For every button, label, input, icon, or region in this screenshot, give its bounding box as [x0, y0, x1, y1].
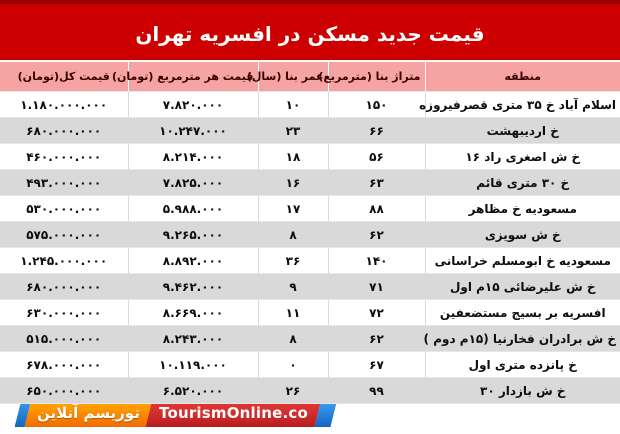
table-row: خ ش علیرضائی ۱۵م اول ۷۱ ۹ ۹.۴۶۲.۰۰۰ ۶۸۰.۰۰۰.…: [0, 273, 620, 300]
cell-region: خ ش برادران فخارنیا (۱۵م دوم ): [424, 325, 620, 352]
cell-age: ۱۰: [257, 91, 329, 118]
cell-total-price: ۶۸۰.۰۰۰.۰۰۰: [0, 117, 129, 144]
column-header-unit-price: قیمت هر مترمربع (تومان): [112, 62, 259, 92]
cell-area: ۶۶: [327, 117, 426, 144]
cell-region: افسریه بر بسیج مستضعفین: [424, 299, 620, 326]
cell-total-price: ۶۸۰.۰۰۰.۰۰۰: [0, 273, 129, 300]
column-header-region: منطقه: [424, 62, 620, 92]
cell-total-price: ۴۶۰.۰۰۰.۰۰۰: [0, 143, 129, 170]
cell-unit-price: ۱۰.۲۴۷.۰۰۰: [127, 117, 259, 144]
logo-english-text: TourismOnline.co: [158, 404, 308, 422]
table-row: خ ش برادران فخارنیا (۱۵م دوم ) ۶۲ ۸ ۸.۲۴۳.۰…: [0, 325, 620, 352]
table-row: خ پانزده متری اول ۶۷ ۰ ۱۰.۱۱۹.۰۰۰ ۶۷۸.۰۰۰.۰۰…: [0, 351, 620, 378]
header-row: منطقه متراژ بنا (مترمربع) عمر بنا (سال) …: [0, 62, 620, 92]
cell-unit-price: ۷.۸۲۰.۰۰۰: [127, 91, 259, 118]
cell-region: خ ۳۰ متری قائم: [424, 169, 620, 196]
cell-unit-price: ۱۰.۱۱۹.۰۰۰: [127, 351, 259, 378]
cell-unit-price: ۹.۲۶۵.۰۰۰: [127, 221, 259, 248]
table-row: مسعودیه خ مظاهر ۸۸ ۱۷ ۵.۹۸۸.۰۰۰ ۵۳۰.۰۰۰.۰۰۰: [0, 195, 620, 222]
cell-region: خ اردیبهشت: [424, 117, 620, 144]
table-container: توریسم آنلاین منطقه متراژ بنا (مترمربع) …: [0, 62, 620, 404]
cell-area: ۶۲: [327, 221, 426, 248]
table-body: اسلام آباد خ ۳۵ متری قصرفیروزه ۱۵۰ ۱۰ ۷.۸۲۰…: [0, 91, 620, 404]
cell-unit-price: ۷.۸۲۵.۰۰۰: [127, 169, 259, 196]
column-header-age: عمر بنا (سال): [247, 62, 329, 92]
cell-age: ۰: [257, 351, 329, 378]
housing-price-table: منطقه متراژ بنا (مترمربع) عمر بنا (سال) …: [0, 62, 620, 404]
cell-unit-price: ۸.۲۱۴.۰۰۰: [127, 143, 259, 170]
cell-unit-price: ۸.۲۴۳.۰۰۰: [127, 325, 259, 352]
top-accent-strip-secondary: [0, 4, 620, 7]
cell-region: خ ش بازدار ۳۰: [424, 377, 620, 404]
cell-area: ۵۶: [327, 143, 426, 170]
page-title: قیمت جدید مسکن در افسریه تهران: [135, 21, 485, 46]
cell-region: مسعودیه خ ابومسلم خراسانی: [424, 247, 620, 274]
table-row: مسعودیه خ ابومسلم خراسانی ۱۴۰ ۳۶ ۸.۸۹۲.۰۰۰ ۱…: [0, 247, 620, 274]
table-row: اسلام آباد خ ۳۵ متری قصرفیروزه ۱۵۰ ۱۰ ۷.۸۲۰…: [0, 91, 620, 118]
title-banner: قیمت جدید مسکن در افسریه تهران: [0, 7, 620, 62]
cell-area: ۱۵۰: [327, 91, 426, 118]
cell-region: خ ش علیرضائی ۱۵م اول: [424, 273, 620, 300]
top-accent-strip: [0, 0, 620, 4]
cell-total-price: ۴۹۳.۰۰۰.۰۰۰: [0, 169, 129, 196]
cell-age: ۱۱: [257, 299, 329, 326]
cell-region: مسعودیه خ مظاهر: [424, 195, 620, 222]
table-row: خ اردیبهشت ۶۶ ۲۳ ۱۰.۲۴۷.۰۰۰ ۶۸۰.۰۰۰.۰۰۰: [0, 117, 620, 144]
table-row: خ ش سویزی ۶۲ ۸ ۹.۲۶۵.۰۰۰ ۵۷۵.۰۰۰.۰۰۰: [0, 221, 620, 248]
table-header: منطقه متراژ بنا (مترمربع) عمر بنا (سال) …: [0, 62, 620, 92]
column-header-area: متراژ بنا (مترمربع): [318, 62, 426, 92]
cell-area: ۶۷: [327, 351, 426, 378]
cell-age: ۱۶: [257, 169, 329, 196]
cell-age: ۲۳: [257, 117, 329, 144]
table-row: خ ش اصغری راد ۱۶ ۵۶ ۱۸ ۸.۲۱۴.۰۰۰ ۴۶۰.۰۰۰.۰۰۰: [0, 143, 620, 170]
cell-age: ۹: [257, 273, 329, 300]
cell-total-price: ۱.۱۸۰.۰۰۰.۰۰۰: [0, 91, 129, 118]
cell-area: ۷۲: [327, 299, 426, 326]
cell-unit-price: ۶.۵۲۰.۰۰۰: [127, 377, 259, 404]
cell-area: ۶۲: [327, 325, 426, 352]
cell-age: ۳۶: [257, 247, 329, 274]
cell-area: ۱۴۰: [327, 247, 426, 274]
cell-total-price: ۶۵۰.۰۰۰.۰۰۰: [0, 377, 129, 404]
cell-unit-price: ۸.۶۶۹.۰۰۰: [127, 299, 259, 326]
cell-unit-price: ۹.۴۶۲.۰۰۰: [127, 273, 259, 300]
cell-area: ۹۹: [327, 377, 426, 404]
cell-total-price: ۵۷۵.۰۰۰.۰۰۰: [0, 221, 129, 248]
cell-region: خ ش اصغری راد ۱۶: [424, 143, 620, 170]
cell-age: ۸: [257, 325, 329, 352]
cell-total-price: ۱.۲۴۵.۰۰۰.۰۰۰: [0, 247, 129, 274]
column-header-total-price: قیمت کل(تومان): [0, 62, 129, 92]
cell-total-price: ۶۳۰.۰۰۰.۰۰۰: [0, 299, 129, 326]
table-row: افسریه بر بسیج مستضعفین ۷۲ ۱۱ ۸.۶۶۹.۰۰۰ ۶۳۰.…: [0, 299, 620, 326]
table-row: خ ش بازدار ۳۰ ۹۹ ۲۶ ۶.۵۲۰.۰۰۰ ۶۵۰.۰۰۰.۰۰۰: [0, 377, 620, 404]
table-row: خ ۳۰ متری قائم ۶۳ ۱۶ ۷.۸۲۵.۰۰۰ ۴۹۳.۰۰۰.۰۰۰: [0, 169, 620, 196]
cell-unit-price: ۸.۸۹۲.۰۰۰: [127, 247, 259, 274]
cell-region: اسلام آباد خ ۳۵ متری قصرفیروزه: [419, 91, 620, 118]
cell-region: خ ش سویزی: [424, 221, 620, 248]
cell-age: ۱۸: [257, 143, 329, 170]
cell-age: ۸: [257, 221, 329, 248]
cell-age: ۲۶: [257, 377, 329, 404]
cell-area: ۸۸: [327, 195, 426, 222]
logo-persian-text: توریسم آنلاین: [37, 404, 140, 422]
cell-area: ۷۱: [327, 273, 426, 300]
cell-area: ۶۳: [327, 169, 426, 196]
cell-region: خ پانزده متری اول: [424, 351, 620, 378]
cell-total-price: ۶۷۸.۰۰۰.۰۰۰: [0, 351, 129, 378]
cell-total-price: ۵۳۰.۰۰۰.۰۰۰: [0, 195, 129, 222]
cell-unit-price: ۵.۹۸۸.۰۰۰: [127, 195, 259, 222]
cell-age: ۱۷: [257, 195, 329, 222]
cell-total-price: ۵۱۵.۰۰۰.۰۰۰: [0, 325, 129, 352]
